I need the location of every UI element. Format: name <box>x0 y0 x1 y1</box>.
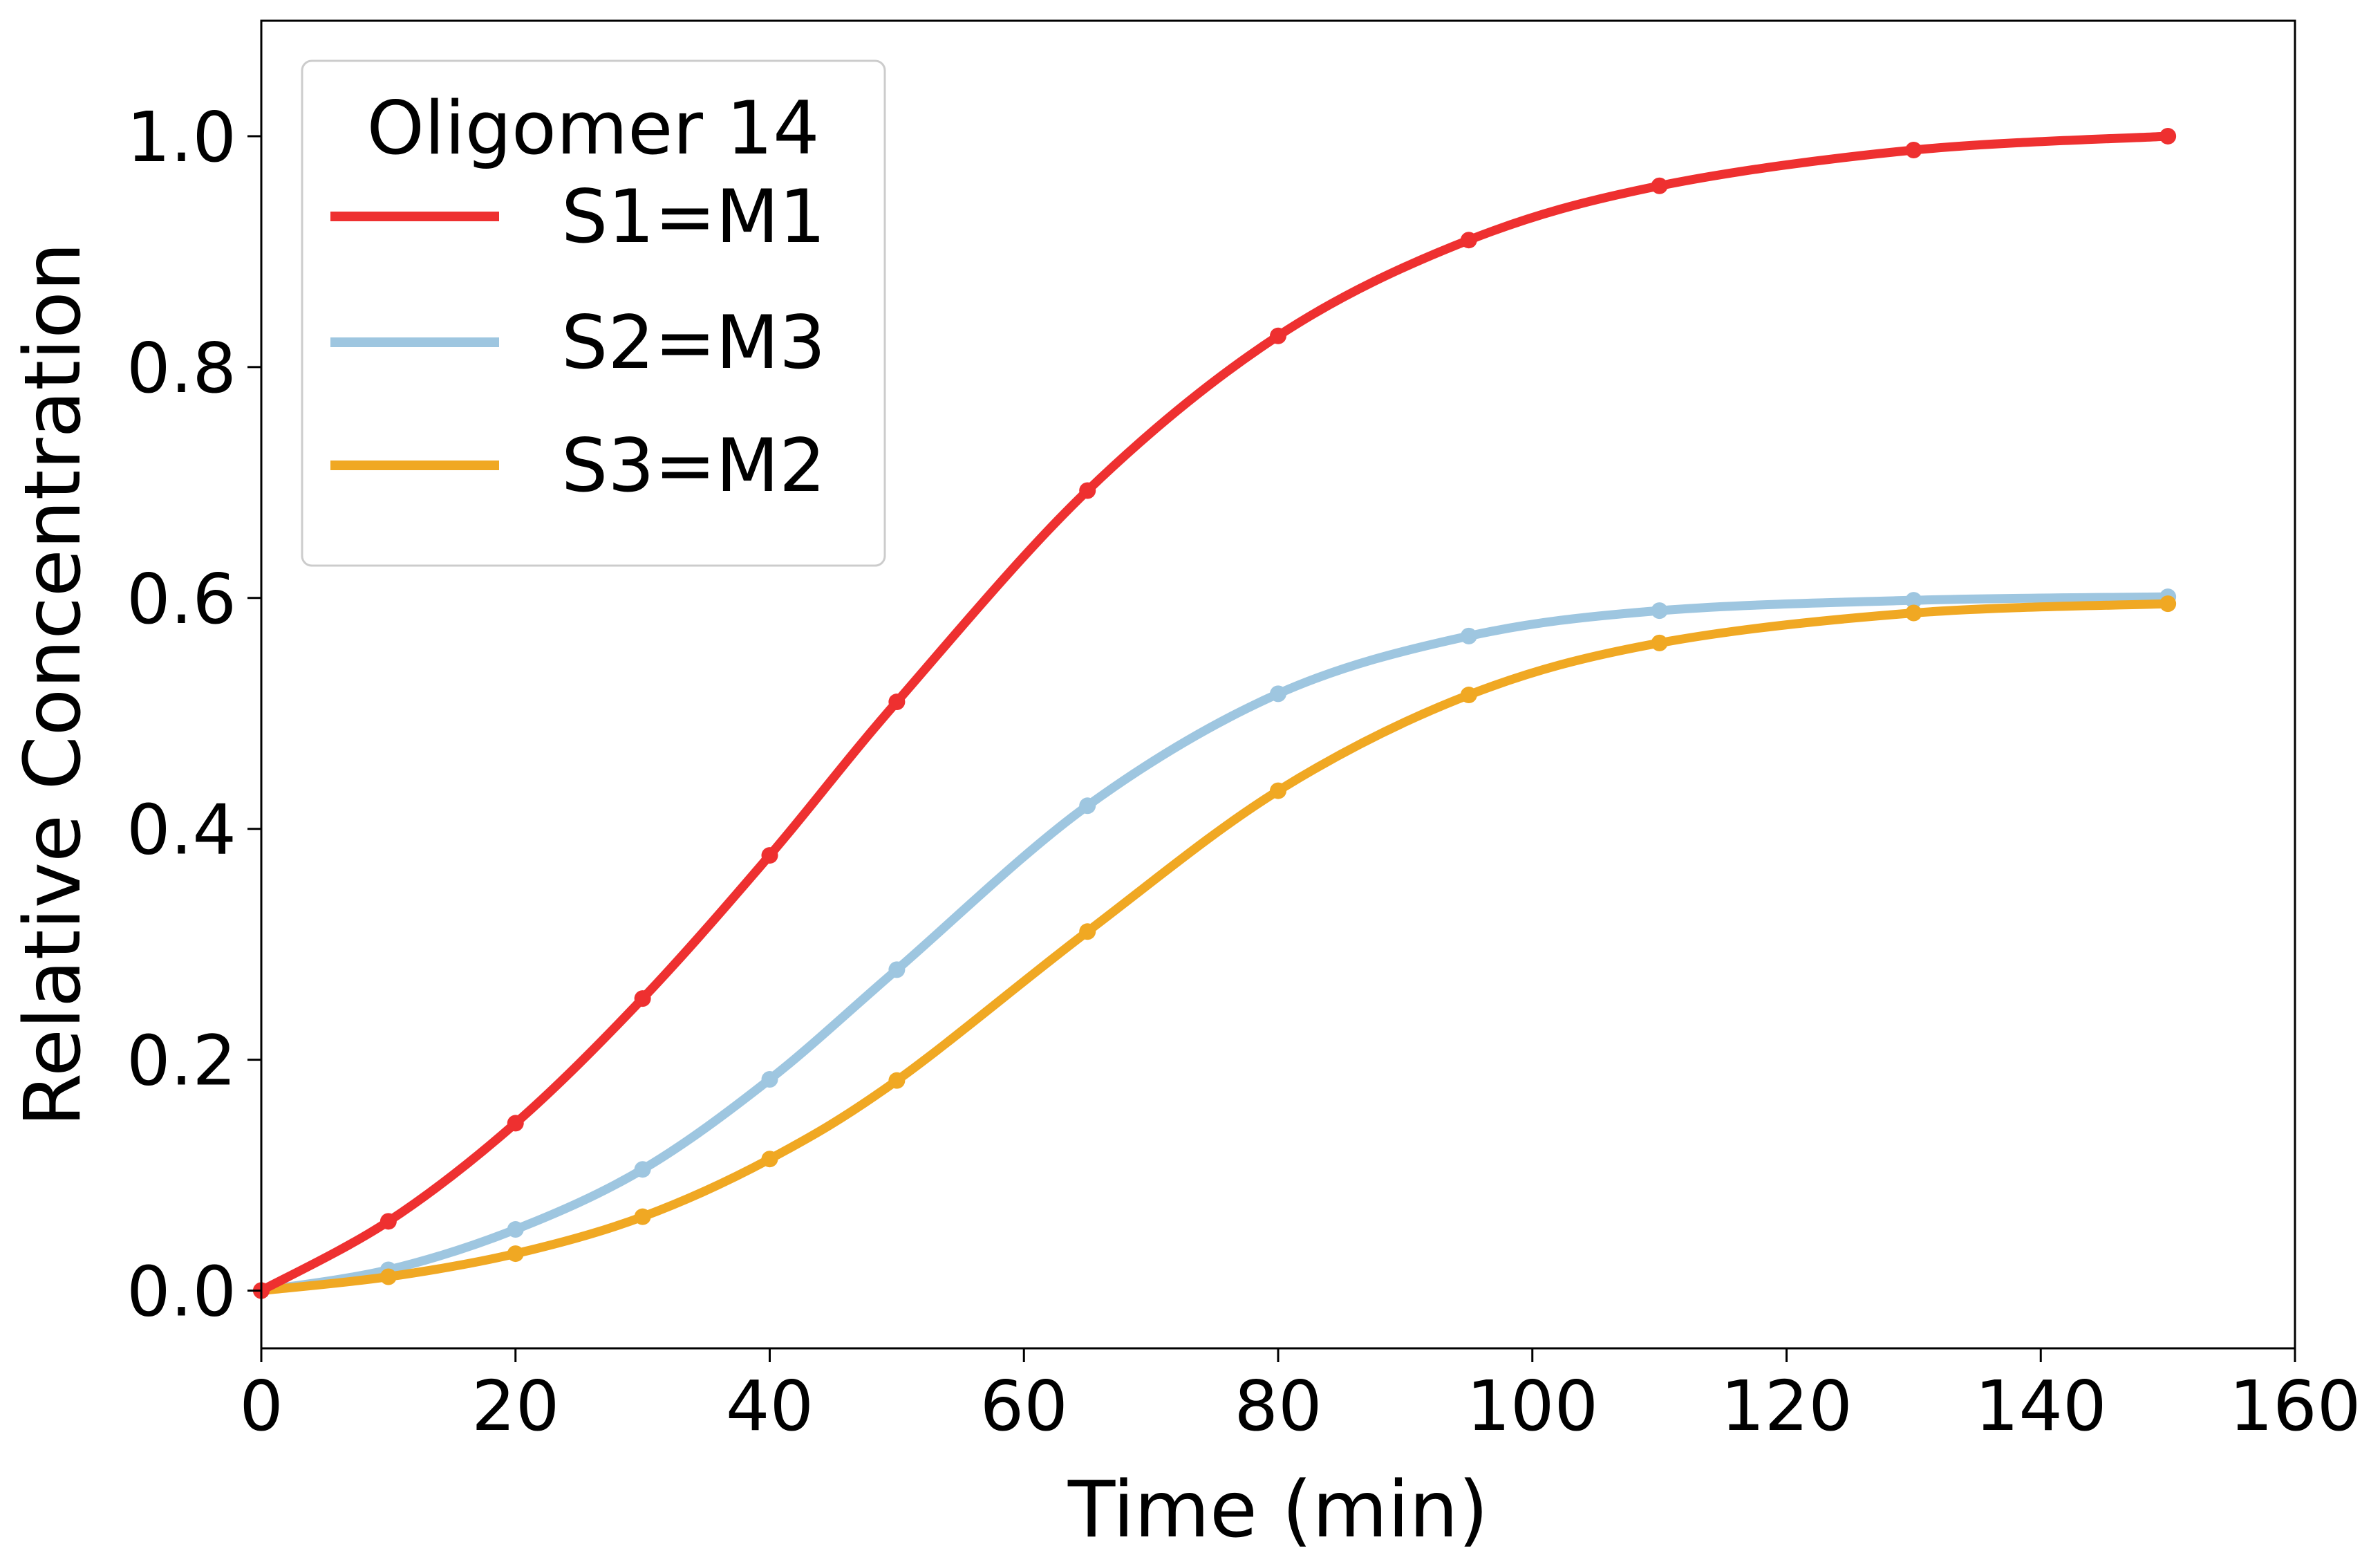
x-tick-label: 40 <box>726 1366 814 1447</box>
series-3 <box>253 595 2177 1299</box>
data-point <box>1905 604 1922 622</box>
data-point <box>2159 595 2177 613</box>
x-tick-label: 120 <box>1721 1366 1853 1447</box>
legend-label: S2=M3 <box>561 300 825 385</box>
data-point <box>1651 177 1668 194</box>
y-axis: 0.0 0.2 0.4 0.6 0.8 1.0 <box>127 97 261 1332</box>
data-point <box>1460 627 1477 644</box>
data-point <box>1651 602 1668 620</box>
data-point <box>1270 782 1286 799</box>
data-point <box>507 1245 524 1263</box>
data-point <box>380 1213 397 1230</box>
data-point <box>634 1161 651 1178</box>
data-point <box>634 990 651 1007</box>
data-point <box>2159 127 2177 145</box>
y-tick-label: 0.6 <box>127 559 236 640</box>
data-point <box>1079 923 1096 940</box>
x-tick-label: 140 <box>1975 1366 2107 1447</box>
legend: Oligomer 14 S1=M1 S2=M3 S3=M2 <box>301 59 886 567</box>
series-1 <box>253 127 2177 1299</box>
data-point <box>888 961 906 978</box>
y-tick-label: 0.4 <box>127 790 236 871</box>
x-tick-label: 80 <box>1234 1366 1322 1447</box>
y-axis-label: Relative Concentration <box>8 242 98 1127</box>
x-tick-label: 100 <box>1466 1366 1598 1447</box>
legend-title: Oligomer 14 <box>366 86 819 171</box>
y-tick-label: 0.8 <box>127 328 236 409</box>
data-point <box>1460 232 1477 249</box>
data-point <box>507 1115 524 1132</box>
data-point <box>1905 592 1922 609</box>
data-point <box>888 1072 906 1089</box>
series-line <box>256 599 2173 1296</box>
y-tick-label: 1.0 <box>127 97 236 178</box>
legend-entry-3: S3=M2 <box>330 423 825 508</box>
legend-entry-2: S2=M3 <box>330 300 825 385</box>
x-tick-label: 20 <box>471 1366 559 1447</box>
data-point <box>761 1070 778 1088</box>
x-axis: 0 20 40 60 80 100 120 140 160 <box>239 1348 2361 1447</box>
legend-entry-1: S1=M1 <box>330 174 825 259</box>
data-point <box>1079 797 1096 815</box>
data-point <box>888 694 906 711</box>
data-point <box>1270 327 1286 344</box>
data-point <box>1460 687 1477 704</box>
x-axis-label: Time (min) <box>1067 1465 1488 1553</box>
legend-label: S3=M2 <box>561 423 825 508</box>
legend-box <box>301 59 886 567</box>
plot-area <box>253 127 2177 1299</box>
y-tick-label: 0.0 <box>127 1252 236 1332</box>
x-tick-label: 0 <box>239 1366 283 1447</box>
data-point <box>634 1208 651 1225</box>
data-point <box>1270 685 1286 703</box>
data-point <box>1905 141 1922 158</box>
data-point <box>1651 634 1668 651</box>
data-point <box>761 847 778 864</box>
data-point <box>507 1221 524 1238</box>
series-2 <box>253 588 2177 1299</box>
x-tick-label: 60 <box>980 1366 1068 1447</box>
series-line <box>256 592 2173 1296</box>
data-point <box>761 1151 778 1168</box>
x-tick-label: 160 <box>2229 1366 2361 1447</box>
y-tick-label: 0.2 <box>127 1021 236 1101</box>
data-point <box>1079 482 1096 499</box>
data-point <box>380 1268 397 1285</box>
legend-label: S1=M1 <box>561 174 825 259</box>
